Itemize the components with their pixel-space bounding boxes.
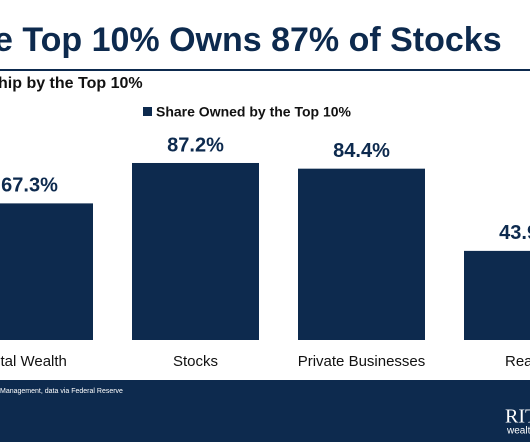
logo-sub: wealth (506, 426, 530, 437)
legend-swatch (143, 107, 152, 116)
value-label: 67.3% (1, 175, 58, 197)
bar (298, 168, 425, 340)
bar (132, 162, 259, 340)
x-tick-label: Real E (505, 353, 530, 370)
chart-title: e Top 10% Owns 87% of Stocks (0, 21, 502, 59)
value-label: 84.4% (333, 140, 390, 162)
source: Management, data via Federal Reserve (0, 388, 123, 395)
x-tick-label: Private Businesses (298, 353, 426, 370)
footer (0, 380, 530, 442)
x-tick-label: Stocks (173, 353, 218, 370)
x-tick-label: otal Wealth (0, 353, 67, 370)
chart-subtitle: hip by the Top 10% (0, 75, 143, 92)
logo: RIT (505, 406, 530, 428)
bar (0, 203, 93, 340)
bar (464, 250, 530, 340)
legend-label: Share Owned by the Top 10% (156, 104, 352, 120)
value-label: 87.2% (167, 134, 224, 156)
value-label: 43.9% (499, 222, 530, 244)
